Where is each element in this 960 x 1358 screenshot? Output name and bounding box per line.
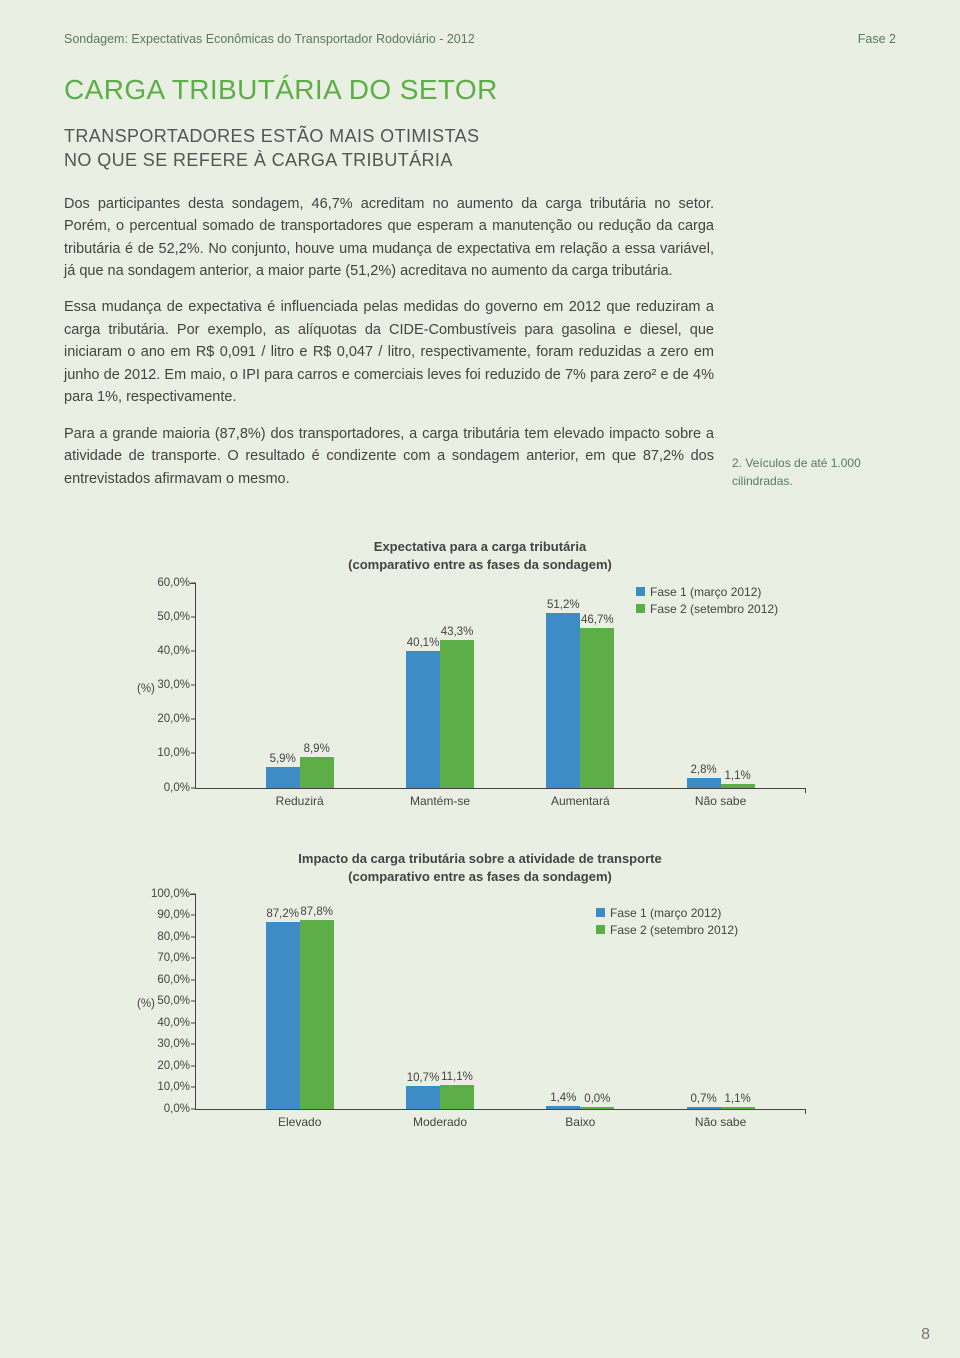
- chart2-bar-s1: 0,7%: [687, 1107, 721, 1109]
- header-left: Sondagem: Expectativas Econômicas do Tra…: [64, 32, 475, 46]
- chart2-legend: Fase 1 (março 2012) Fase 2 (setembro 2012…: [596, 906, 738, 940]
- chart2-category-label: Elevado: [278, 1115, 321, 1129]
- chart1-ytick: 10,0%: [157, 747, 190, 759]
- chart2-ytick: 90,0%: [157, 909, 190, 921]
- chart2-bar-s1: 1,4%: [546, 1106, 580, 1109]
- chart2-ytick: 80,0%: [157, 931, 190, 943]
- chart1-bar-label: 46,7%: [581, 614, 614, 626]
- chart1-title-l2: (comparativo entre as fases da sondagem): [348, 557, 612, 572]
- chart2: 0,0% 10,0% 20,0% 30,0% 40,0% 50,0% 60,0% 70,0% 8…: [115, 894, 845, 1141]
- chart2-legend-s2-swatch: [596, 925, 605, 934]
- chart1-bar-label: 40,1%: [407, 637, 440, 649]
- chart1-ytick: 0,0%: [164, 782, 190, 794]
- chart1-bar-s1: 5,9%: [266, 767, 300, 787]
- chart1-legend-s1-label: Fase 1 (março 2012): [650, 585, 761, 599]
- chart1-bar-s1: 40,1%: [406, 651, 440, 788]
- chart1-bar-s2: 8,9%: [300, 757, 334, 787]
- chart1-legend-s1-swatch: [636, 587, 645, 596]
- chart2-ytick: 0,0%: [164, 1103, 190, 1115]
- chart2-category-label: Moderado: [413, 1115, 467, 1129]
- chart2-legend-s1: Fase 1 (março 2012): [596, 906, 738, 920]
- chart2-legend-s2-label: Fase 2 (setembro 2012): [610, 923, 738, 937]
- chart2-bar-label: 1,1%: [724, 1093, 750, 1105]
- page-number: 8: [921, 1326, 930, 1344]
- chart2-legend-s1-swatch: [596, 908, 605, 917]
- chart1-legend: Fase 1 (março 2012) Fase 2 (setembro 2012…: [636, 585, 778, 619]
- chart2-bar-label: 1,4%: [550, 1092, 576, 1104]
- chart1-ytick: 40,0%: [157, 645, 190, 657]
- chart1-legend-s2: Fase 2 (setembro 2012): [636, 602, 778, 616]
- chart1-title-l1: Expectativa para a carga tributária: [374, 539, 586, 554]
- chart2-ytick: 40,0%: [157, 1017, 190, 1029]
- chart1-bar-label: 8,9%: [304, 743, 330, 755]
- chart2-bar-s1: 10,7%: [406, 1086, 440, 1109]
- chart1-bar-label: 51,2%: [547, 599, 580, 611]
- chart2-ytick: 30,0%: [157, 1038, 190, 1050]
- chart1-bar-s1: 51,2%: [546, 613, 580, 788]
- chart2-ytick: 50,0%: [157, 995, 190, 1007]
- chart2-legend-s2: Fase 2 (setembro 2012): [596, 923, 738, 937]
- chart2-bar-label: 87,8%: [300, 906, 333, 918]
- chart1-legend-s2-swatch: [636, 604, 645, 613]
- chart1-ytick: 20,0%: [157, 713, 190, 725]
- chart1-bar-label: 1,1%: [724, 770, 750, 782]
- chart1-category-label: Reduzirá: [276, 794, 324, 808]
- chart2-ytick: 20,0%: [157, 1060, 190, 1072]
- chart1-bar-label: 43,3%: [441, 626, 474, 638]
- chart1: 0,0%10,0%20,0%30,0%40,0%50,0%60,0%5,9%8,…: [115, 583, 845, 820]
- chart2-bar-s1: 87,2%: [266, 922, 300, 1109]
- chart2-ytick: 60,0%: [157, 974, 190, 986]
- chart1-bar-s2: 1,1%: [721, 784, 755, 788]
- chart1-ytick: 50,0%: [157, 611, 190, 623]
- chart2-ytick: 70,0%: [157, 952, 190, 964]
- chart2-bar-s2: 87,8%: [300, 920, 334, 1109]
- chart2-bar-s2: 11,1%: [440, 1085, 474, 1109]
- paragraph-3: Para a grande maioria (87,8%) dos transp…: [64, 423, 714, 490]
- chart2-plot: 0,0%10,0%20,0%30,0%40,0%50,0%60,0%70,0%8…: [195, 894, 806, 1110]
- subtitle-line1: TRANSPORTADORES ESTÃO MAIS OTIMISTAS: [64, 126, 479, 146]
- chart2-bar-s2: 0,0%: [580, 1107, 614, 1109]
- chart1-bar-s2: 43,3%: [440, 640, 474, 788]
- chart2-bar-s2: 1,1%: [721, 1107, 755, 1109]
- subtitle-line2: NO QUE SE REFERE À CARGA TRIBUTÁRIA: [64, 150, 453, 170]
- chart2-legend-s1-label: Fase 1 (março 2012): [610, 906, 721, 920]
- chart2-category-label: Não sabe: [695, 1115, 746, 1129]
- chart2-ytick: 10,0%: [157, 1081, 190, 1093]
- section-subtitle: TRANSPORTADORES ESTÃO MAIS OTIMISTAS NO …: [64, 124, 896, 173]
- section-title: CARGA TRIBUTÁRIA DO SETOR: [64, 74, 896, 106]
- header-right: Fase 2: [858, 32, 896, 46]
- chart1-ytick: 60,0%: [157, 577, 190, 589]
- paragraph-2: Essa mudança de expectativa é influencia…: [64, 296, 714, 408]
- chart1-legend-s2-label: Fase 2 (setembro 2012): [650, 602, 778, 616]
- chart2-bar-label: 0,0%: [584, 1093, 610, 1105]
- chart2-bar-label: 87,2%: [266, 908, 299, 920]
- chart1-plot: 0,0%10,0%20,0%30,0%40,0%50,0%60,0%5,9%8,…: [195, 583, 806, 789]
- chart1-bar-label: 2,8%: [690, 764, 716, 776]
- paragraph-1: Dos participantes desta sondagem, 46,7% …: [64, 193, 714, 283]
- chart1-bar-s2: 46,7%: [580, 628, 614, 788]
- chart1-ytick: 30,0%: [157, 679, 190, 691]
- chart1-category-label: Aumentará: [551, 794, 610, 808]
- chart1-title: Expectativa para a carga tributária (com…: [64, 538, 896, 574]
- chart2-y-unit: (%): [137, 998, 155, 1010]
- footnote: 2. Veículos de até 1.000 cilindradas.: [732, 454, 882, 490]
- chart2-bar-label: 0,7%: [690, 1093, 716, 1105]
- chart1-legend-s1: Fase 1 (março 2012): [636, 585, 778, 599]
- chart2-title-l1: Impacto da carga tributária sobre a ativ…: [298, 851, 661, 866]
- chart2-bar-label: 10,7%: [407, 1072, 440, 1084]
- chart2-ytick: 100,0%: [151, 888, 190, 900]
- chart1-bar-s1: 2,8%: [687, 778, 721, 788]
- chart2-title-l2: (comparativo entre as fases da sondagem): [348, 869, 612, 884]
- chart1-y-unit: (%): [137, 683, 155, 695]
- page-header: Sondagem: Expectativas Econômicas do Tra…: [64, 32, 896, 46]
- chart1-category-label: Mantém-se: [410, 794, 470, 808]
- chart1-bar-label: 5,9%: [270, 753, 296, 765]
- chart1-category-label: Não sabe: [695, 794, 746, 808]
- chart2-title: Impacto da carga tributária sobre a ativ…: [64, 850, 896, 886]
- chart2-bar-label: 11,1%: [441, 1071, 473, 1083]
- chart2-category-label: Baixo: [565, 1115, 595, 1129]
